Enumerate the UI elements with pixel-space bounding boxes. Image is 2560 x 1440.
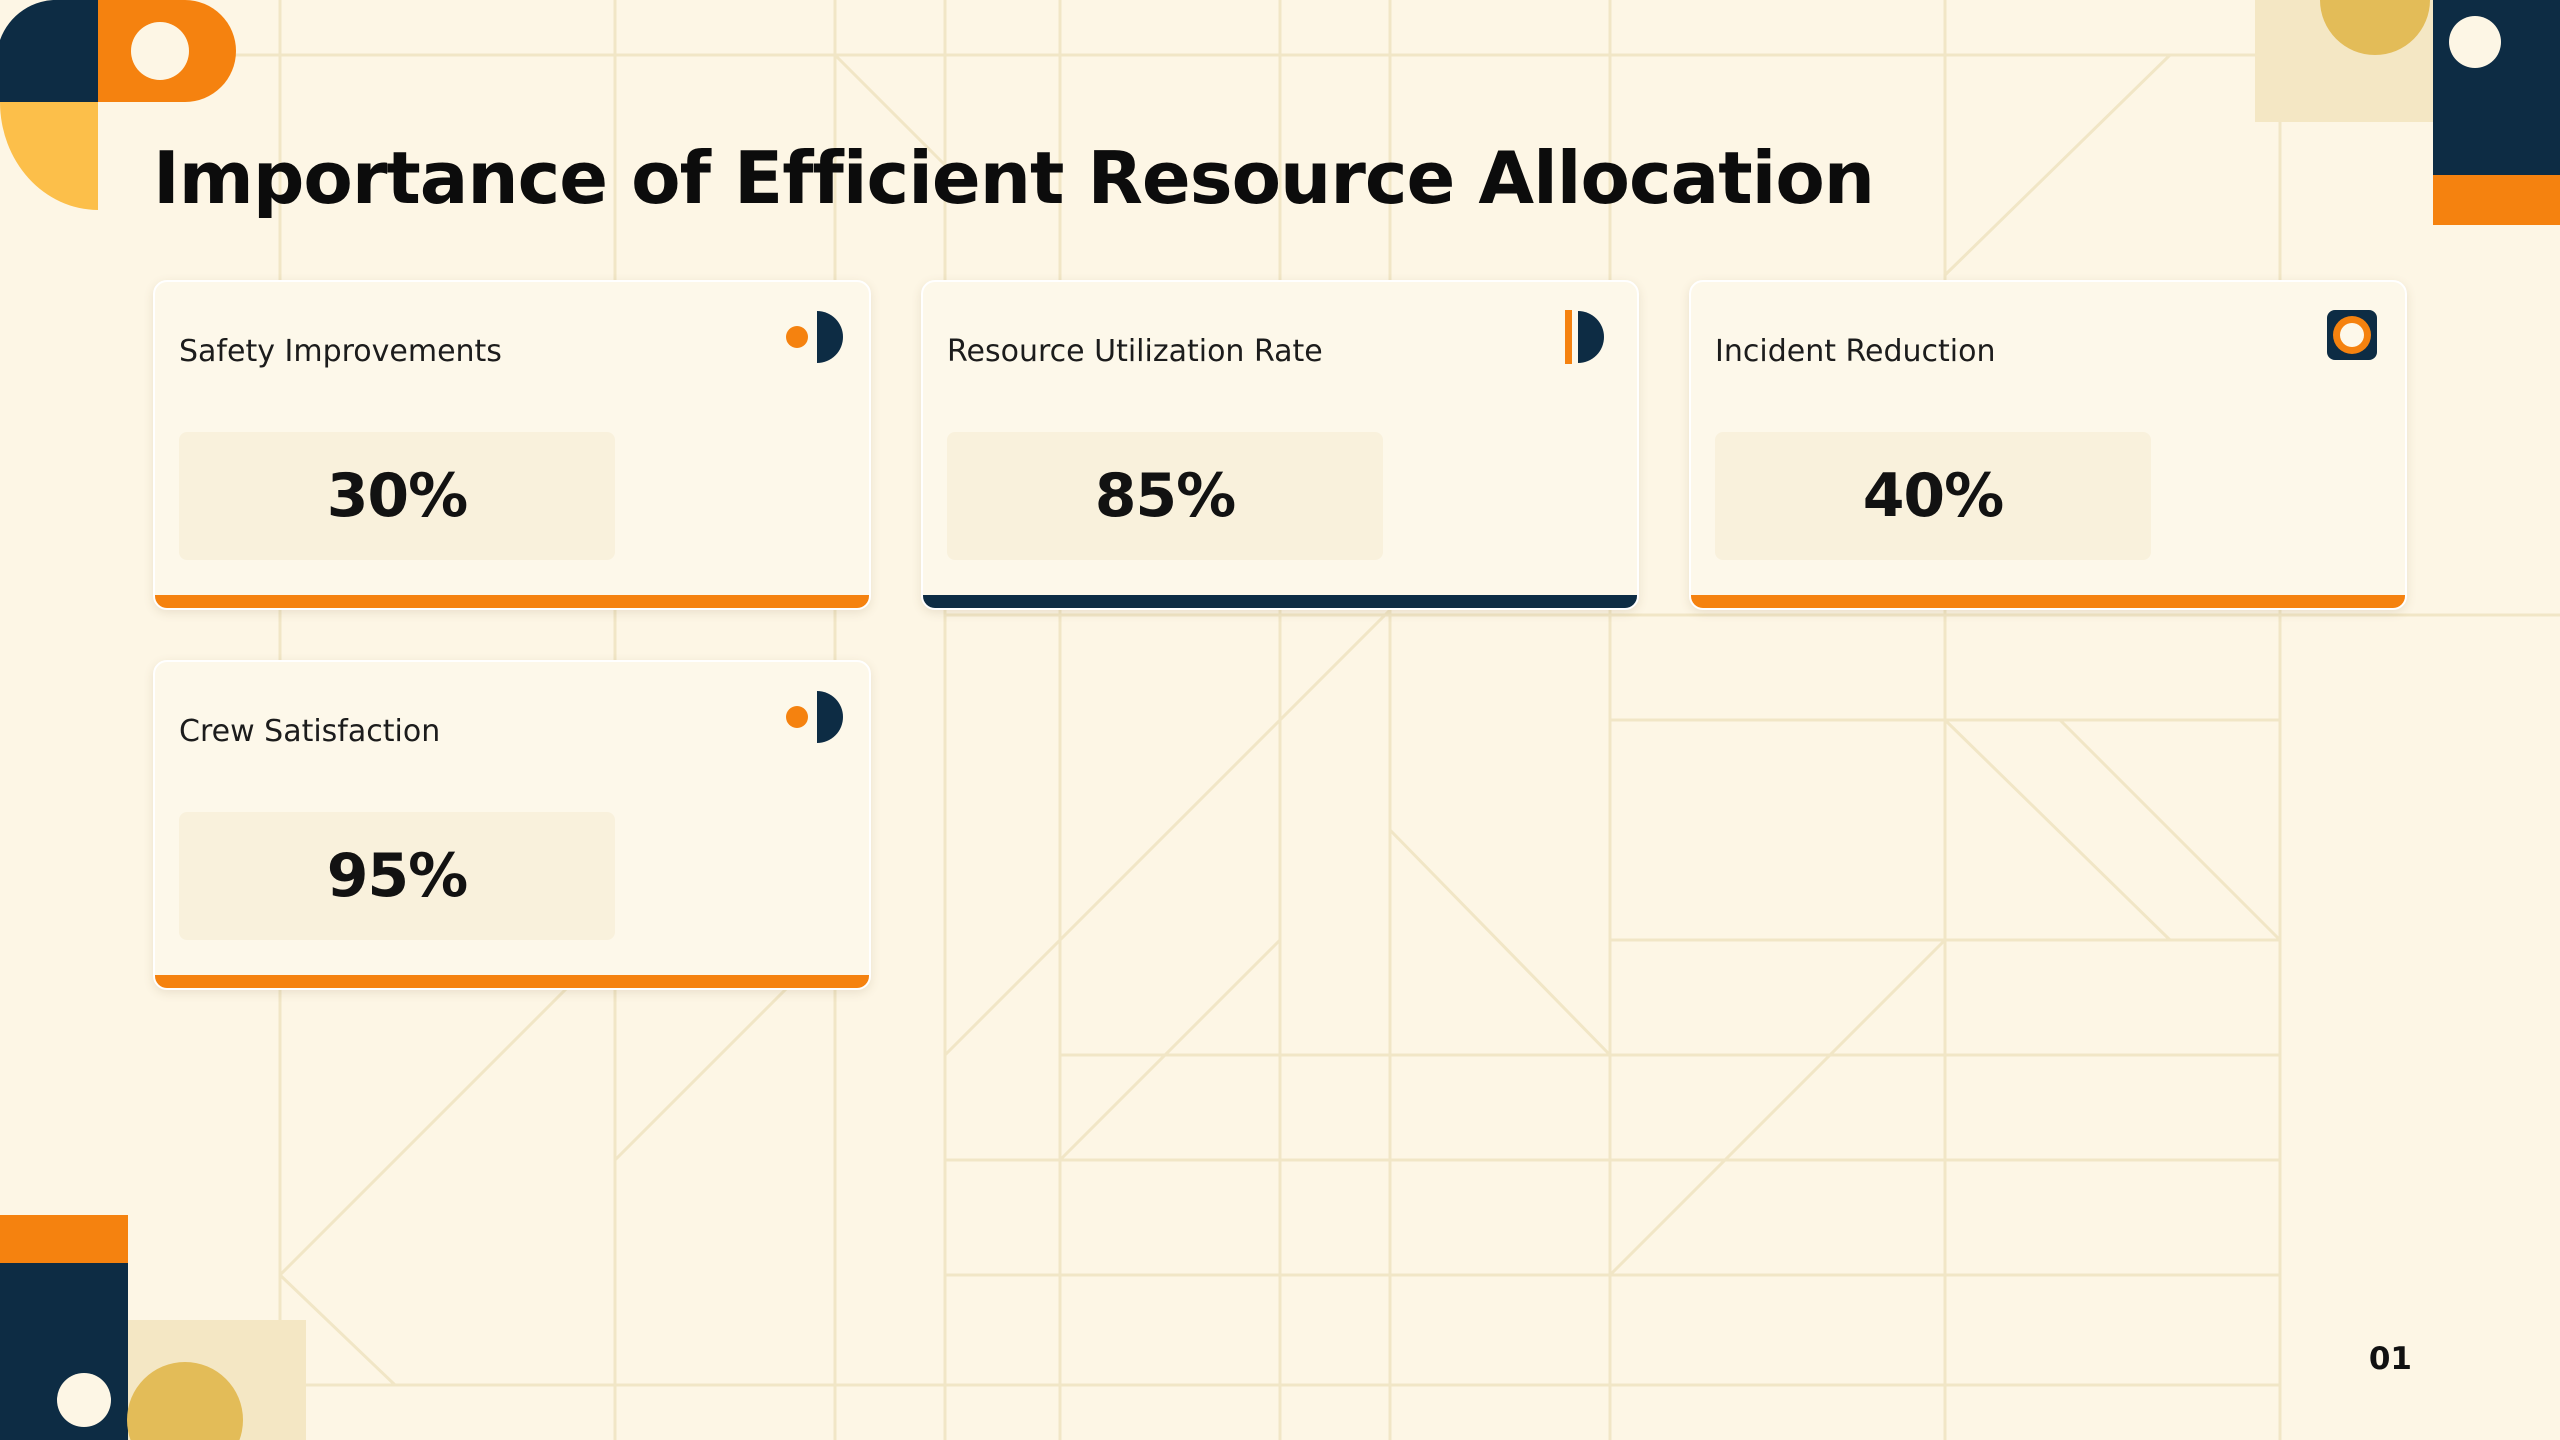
card-label: Incident Reduction [1715,334,1996,369]
value-box: 40% [1715,432,2151,560]
value-box: 85% [947,432,1383,560]
half-circle-dot-icon [786,311,843,363]
card-label: Safety Improvements [179,334,502,369]
page-number: 01 [2368,1341,2412,1377]
metric-card-safety-improvements: Safety Improvements 30% [153,280,871,610]
metric-value: 95% [326,841,469,911]
slide-title: Importance of Efficient Resource Allocat… [153,136,1875,220]
half-circle-dot-icon [786,691,843,743]
metric-value: 30% [326,461,469,531]
card-label: Resource Utilization Rate [947,334,1323,369]
value-box: 95% [179,812,615,940]
corner-decoration-top-left [0,0,236,210]
metric-card-crew-satisfaction: Crew Satisfaction 95% [153,660,871,990]
card-label: Crew Satisfaction [179,714,441,749]
ring-square-icon [2327,310,2377,360]
accent-bar [1691,595,2405,608]
metric-value: 40% [1862,461,2005,531]
accent-bar [155,595,869,608]
metric-card-incident-reduction: Incident Reduction 40% [1689,280,2407,610]
corner-decoration-bottom-left [0,1215,306,1440]
bar-half-circle-icon [1565,310,1604,364]
corner-decoration-top-right [2255,0,2560,225]
accent-bar [923,595,1637,608]
metric-card-resource-utilization-rate: Resource Utilization Rate 85% [921,280,1639,610]
value-box: 30% [179,432,615,560]
metric-value: 85% [1094,461,1237,531]
accent-bar [155,975,869,988]
